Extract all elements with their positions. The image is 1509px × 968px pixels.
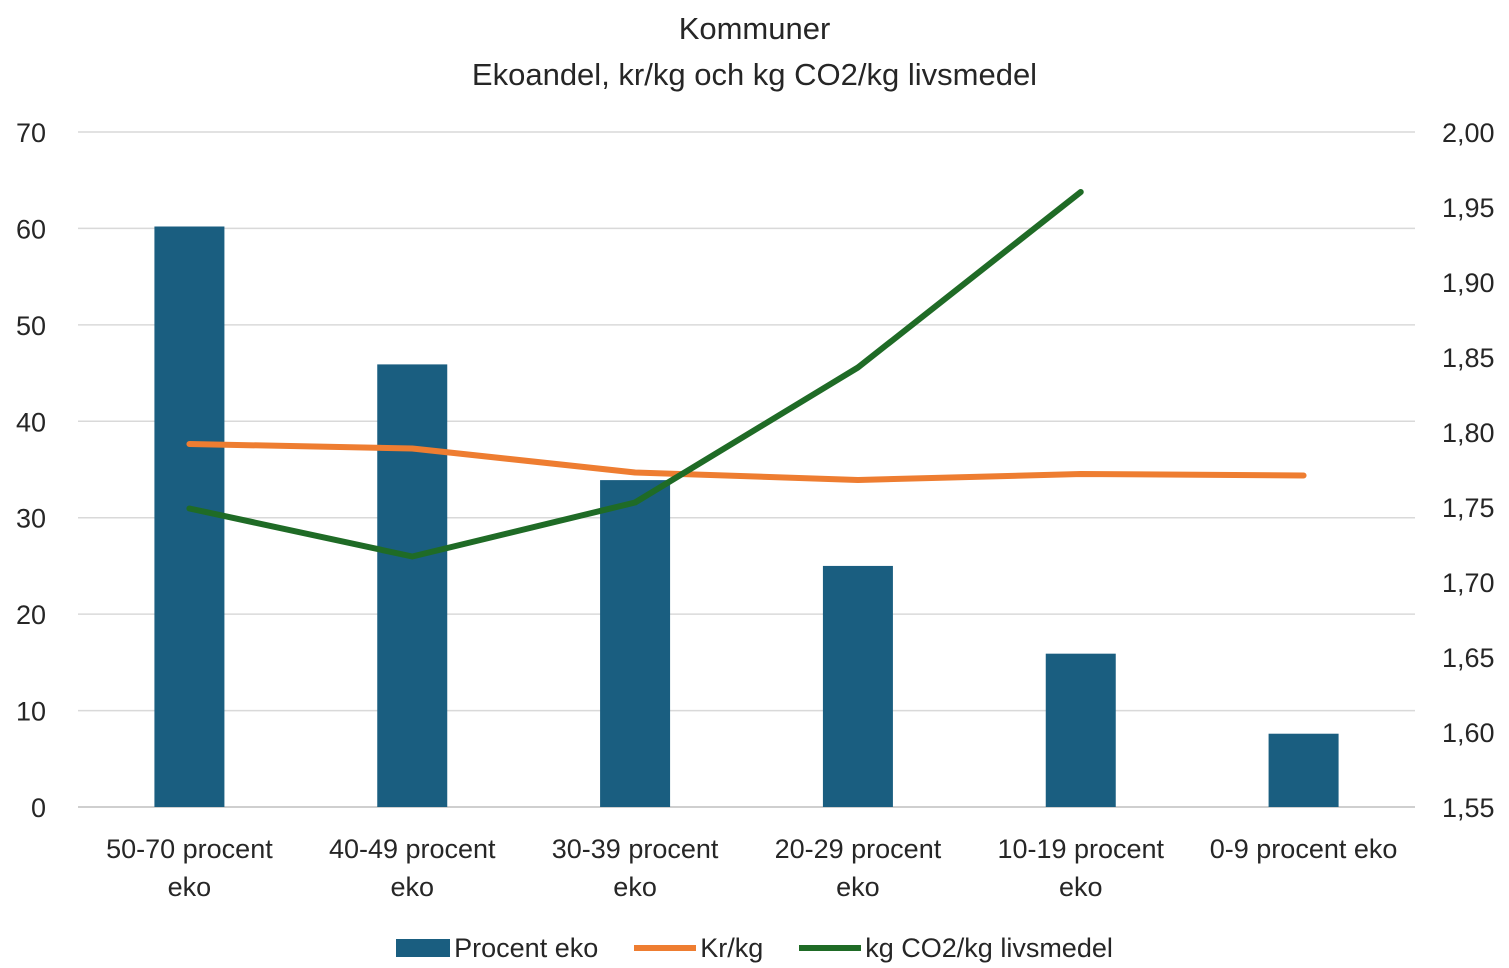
legend-item: Kr/kg <box>634 933 763 964</box>
legend-label: Procent eko <box>454 932 599 963</box>
legend-swatch <box>396 939 451 957</box>
y-right-tick-label: 1,80 <box>1442 418 1495 448</box>
y-left-tick-label: 30 <box>16 504 46 534</box>
y-left-tick-label: 40 <box>16 407 46 437</box>
y-left-tick-label: 0 <box>31 793 46 823</box>
series-line-kr-kg <box>186 441 1307 483</box>
series-line-kg-co2-kg-livsmedel <box>186 189 1084 560</box>
y-right-tick-label: 1,75 <box>1442 493 1495 523</box>
bar-procent-eko <box>1268 733 1339 807</box>
x-category-label: 10-19 procent eko <box>997 834 1164 902</box>
legend-label: Kr/kg <box>700 932 764 963</box>
y-right-tick-label: 1,60 <box>1442 718 1495 748</box>
x-category-label: 40-49 procent eko <box>329 834 496 902</box>
y-left-tick-label: 10 <box>16 697 46 727</box>
y-left-tick-label: 60 <box>16 214 46 244</box>
y-right-tick-label: 1,70 <box>1442 568 1495 598</box>
y-right-tick-label: 1,65 <box>1442 643 1495 673</box>
bar-procent-eko <box>377 364 448 807</box>
bar-procent-eko <box>1045 653 1116 807</box>
legend-item: Procent eko <box>396 933 598 964</box>
legend-label: kg CO2/kg livsmedel <box>865 932 1113 963</box>
bar-procent-eko <box>154 226 225 807</box>
legend-item: kg CO2/kg livsmedel <box>799 933 1113 964</box>
x-category-label: 30-39 procent eko <box>552 834 719 902</box>
legend-swatch <box>799 945 862 951</box>
y-right-tick-label: 1,85 <box>1442 343 1495 373</box>
y-left-tick-label: 50 <box>16 311 46 341</box>
x-category-label: 50-70 procent eko <box>106 834 273 902</box>
legend: Procent eko Kr/kg kg CO2/kg livsmedel <box>0 928 1509 968</box>
plot-area: 0 10 20 30 40 50 60 70 1,55 1,60 1,65 1,70 1,75 1,80 1… <box>16 118 1495 902</box>
x-category-label: 20-29 procent eko <box>775 834 942 902</box>
chart-subtitle: Ekoandel, kr/kg och kg CO2/kg livsmedel <box>471 57 1038 92</box>
chart-title-line: Kommuner <box>678 11 831 46</box>
y-left-tick-label: 70 <box>16 118 46 148</box>
y-right-tick-label: 1,55 <box>1442 793 1495 823</box>
bar-procent-eko <box>822 565 893 807</box>
x-category-label: 0-9 procent eko <box>1210 834 1398 864</box>
y-right-tick-label: 1,95 <box>1442 193 1495 223</box>
y-left-tick-label: 20 <box>16 600 46 630</box>
legend-swatch <box>634 945 697 951</box>
y-right-tick-label: 1,90 <box>1442 268 1495 298</box>
chart-title: Kommuner Ekoandel, kr/kg och kg CO2/kg l… <box>0 6 1509 98</box>
y-right-tick-label: 2,00 <box>1442 118 1495 148</box>
bar-procent-eko <box>600 480 671 807</box>
